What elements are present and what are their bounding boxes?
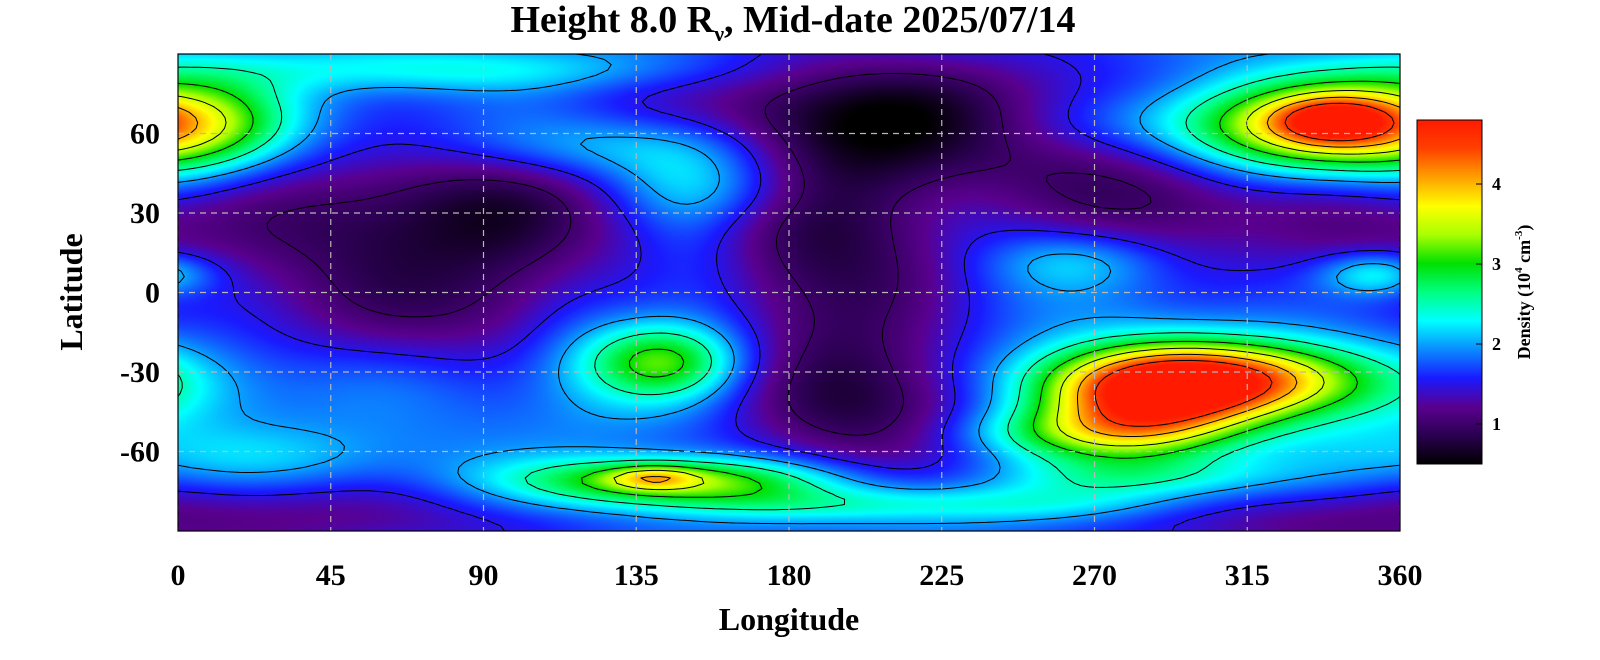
x-tick-label: 315 bbox=[1225, 559, 1270, 592]
colorbar-tick-label: 3 bbox=[1492, 254, 1501, 274]
colorbar-tick-label: 2 bbox=[1492, 334, 1501, 354]
chart-title-suffix: , Mid-date 2025/07/14 bbox=[724, 0, 1075, 41]
chart-title: Height 8.0 Rν, Mid-date 2025/07/14 bbox=[510, 0, 1075, 46]
colorbar-label-mid: cm bbox=[1514, 240, 1534, 267]
x-tick-label: 45 bbox=[316, 559, 346, 592]
y-tick-label: 30 bbox=[130, 197, 160, 230]
x-tick-label: 180 bbox=[767, 559, 812, 592]
contour-lines bbox=[178, 54, 1400, 531]
chart-title-subscript: ν bbox=[713, 21, 724, 46]
x-tick-label: 90 bbox=[469, 559, 499, 592]
x-tick-label: 270 bbox=[1072, 559, 1117, 592]
x-tick-label: 135 bbox=[614, 559, 659, 592]
y-tick-label: 0 bbox=[145, 277, 160, 310]
contour-line bbox=[178, 66, 1400, 511]
contour-line bbox=[266, 73, 1152, 436]
y-tick-label: 60 bbox=[130, 118, 160, 151]
colorbar-label-post: ) bbox=[1514, 225, 1535, 231]
plot-frame bbox=[177, 53, 1401, 532]
x-tick-label: 360 bbox=[1378, 559, 1423, 592]
colorbar-label: Density (104 cm-3) bbox=[1513, 225, 1535, 360]
colorbar-tick-label: 4 bbox=[1492, 174, 1501, 194]
x-axis-ticks: 0 45 90 135 180 225 270 315 360 bbox=[171, 559, 1423, 592]
contour-line bbox=[178, 96, 1400, 483]
x-tick-label: 0 bbox=[171, 559, 186, 592]
colorbar-label-sup1: 4 bbox=[1513, 267, 1525, 273]
grid-lines bbox=[178, 54, 1400, 531]
y-axis-label: Latitude bbox=[53, 233, 89, 350]
contour-line bbox=[178, 54, 1400, 531]
colorbar-ticks: 1 2 3 4 bbox=[1476, 174, 1501, 434]
colorbar-label-sup2: -3 bbox=[1513, 230, 1525, 240]
contour-line bbox=[1094, 102, 1395, 427]
y-axis-ticks: 60 30 0 -30 -60 bbox=[120, 118, 160, 469]
x-axis-label: Longitude bbox=[719, 601, 859, 637]
colorbar bbox=[1416, 119, 1483, 465]
plot-area bbox=[178, 54, 1400, 531]
chart-title-prefix: Height 8.0 R bbox=[510, 0, 714, 41]
colorbar-tick-label: 1 bbox=[1492, 414, 1501, 434]
x-tick-label: 225 bbox=[919, 559, 964, 592]
contour-line bbox=[178, 90, 1400, 491]
y-tick-label: -60 bbox=[120, 436, 160, 469]
contour-line bbox=[178, 80, 1400, 498]
colorbar-label-pre: Density (10 bbox=[1514, 273, 1535, 360]
y-tick-label: -30 bbox=[120, 356, 160, 389]
